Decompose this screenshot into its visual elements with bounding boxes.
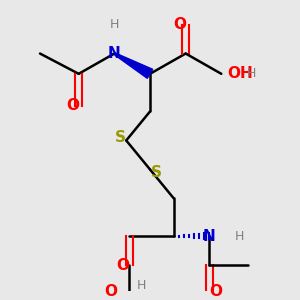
Text: S: S <box>115 130 126 145</box>
Text: H: H <box>110 18 119 31</box>
Text: O: O <box>66 98 79 113</box>
Text: H: H <box>136 279 146 292</box>
Text: OH: OH <box>227 66 253 81</box>
Polygon shape <box>114 53 153 78</box>
Text: O: O <box>209 284 222 298</box>
Text: O: O <box>117 257 130 272</box>
Text: H: H <box>235 230 244 243</box>
Text: O: O <box>173 17 186 32</box>
Text: S: S <box>150 165 161 180</box>
Text: H: H <box>247 67 256 80</box>
Text: N: N <box>108 46 121 61</box>
Text: N: N <box>203 229 216 244</box>
Text: O: O <box>104 284 117 298</box>
